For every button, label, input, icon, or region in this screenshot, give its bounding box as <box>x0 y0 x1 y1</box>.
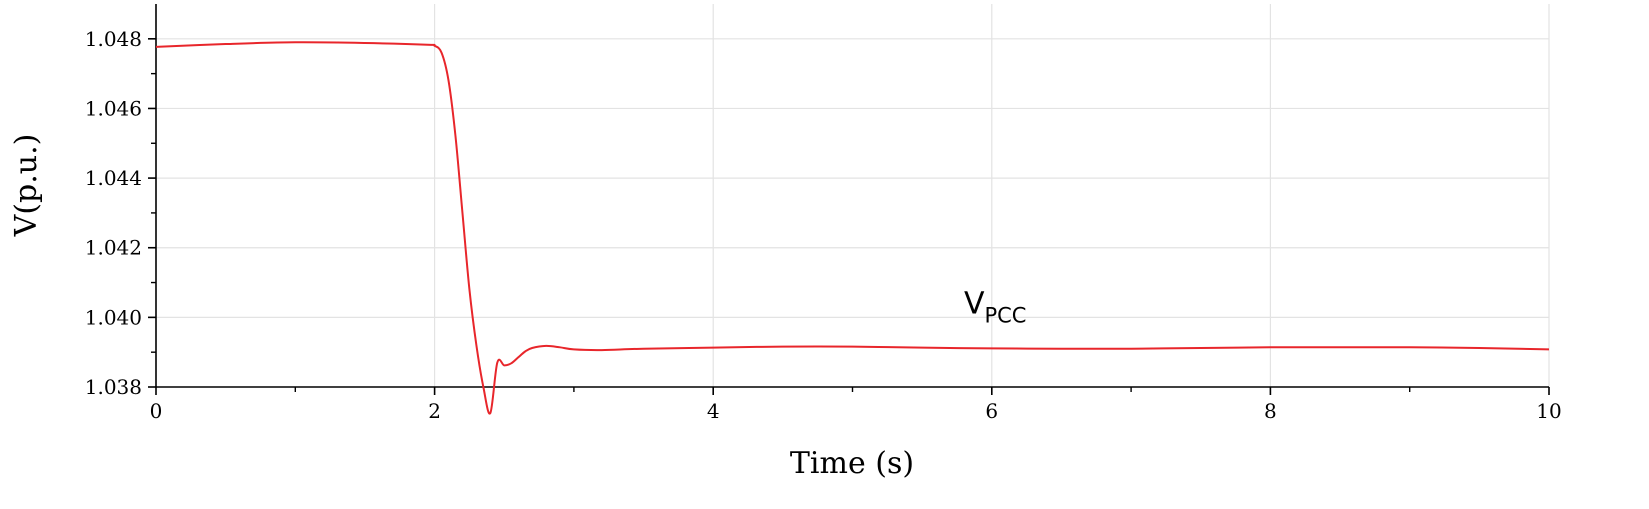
series-layer <box>155 41 1550 415</box>
x-axis-title: Time (s) <box>790 446 914 481</box>
y-tick-label: 1.038 <box>85 375 142 399</box>
x-tick-label: 0 <box>150 399 163 423</box>
x-tick-label: 2 <box>428 399 441 423</box>
annotation-main: V <box>964 286 985 321</box>
series-annotation: VPCC <box>964 286 1027 327</box>
y-tick-label: 1.044 <box>85 166 142 190</box>
axes-layer <box>148 4 1550 395</box>
x-tick-label: 4 <box>707 399 720 423</box>
y-axis-title: V(p.u.) <box>9 134 44 238</box>
x-tick-label: 6 <box>985 399 998 423</box>
annotation-subscript: PCC <box>984 303 1026 327</box>
grid-layer <box>156 4 1550 387</box>
y-tick-label: 1.042 <box>85 236 142 260</box>
y-tick-label: 1.048 <box>85 27 142 51</box>
y-tick-label: 1.040 <box>85 305 142 329</box>
y-tick-label: 1.046 <box>85 96 142 120</box>
x-tick-label: 10 <box>1536 399 1561 423</box>
x-tick-label: 8 <box>1264 399 1277 423</box>
labels-layer: 0 2 4 6 8 10 1.038 1.040 1.042 1.044 1.046 1.048 <box>85 27 1562 423</box>
series-line-0 <box>155 41 1550 415</box>
